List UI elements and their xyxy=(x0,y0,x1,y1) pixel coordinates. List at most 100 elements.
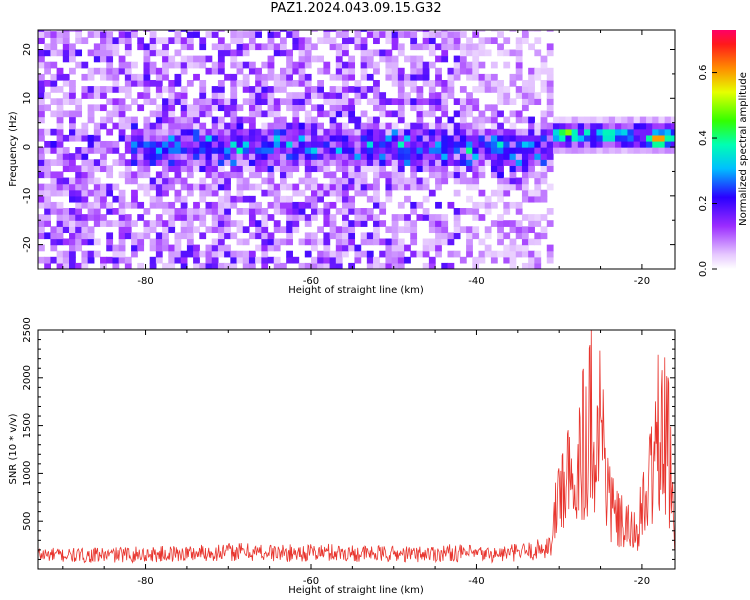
heatmap-cell xyxy=(211,116,219,124)
heatmap-cell xyxy=(304,43,312,51)
heatmap-cell xyxy=(459,49,467,57)
heatmap-cell xyxy=(404,92,411,99)
heatmap-cell xyxy=(93,128,101,136)
heatmap-cell xyxy=(131,61,138,69)
heatmap-cell xyxy=(422,262,430,269)
y-tick-label: 1500 xyxy=(22,413,33,438)
heatmap-cell xyxy=(528,220,535,227)
heatmap-cell xyxy=(62,30,70,32)
heatmap-cell xyxy=(540,122,548,130)
heatmap-cell xyxy=(255,104,262,112)
heatmap-cell xyxy=(546,79,554,87)
heatmap-cell xyxy=(441,128,449,136)
heatmap-cell xyxy=(646,116,653,124)
heatmap-cell xyxy=(168,110,176,118)
heatmap-cell xyxy=(540,116,548,124)
heatmap-cell xyxy=(490,171,498,179)
heatmap-cell xyxy=(577,128,585,136)
heatmap-cell xyxy=(217,86,225,93)
heatmap-cell xyxy=(459,147,467,154)
heatmap-cell xyxy=(199,55,207,63)
heatmap-cell xyxy=(75,214,83,221)
heatmap-cell xyxy=(540,159,548,166)
heatmap-cell xyxy=(348,116,356,124)
heatmap-cell xyxy=(366,30,374,32)
heatmap-cell xyxy=(397,165,405,173)
heatmap-cell xyxy=(459,128,467,136)
heatmap-cell xyxy=(329,122,337,130)
heatmap-cell xyxy=(118,220,126,227)
heatmap-cell xyxy=(143,226,151,234)
heatmap-cell xyxy=(75,208,83,215)
heatmap-cell xyxy=(106,98,114,105)
heatmap-cell xyxy=(199,250,207,258)
heatmap-cell xyxy=(428,140,436,148)
heatmap-cell xyxy=(546,147,554,154)
heatmap-cell xyxy=(180,86,188,93)
heatmap-cell xyxy=(230,110,238,118)
heatmap-cell xyxy=(428,238,436,246)
heatmap-cell xyxy=(484,104,492,112)
heatmap-cell xyxy=(180,43,188,51)
heatmap-cell xyxy=(112,73,120,81)
heatmap-cell xyxy=(174,189,182,197)
heatmap-cell xyxy=(298,122,306,130)
heatmap-cell xyxy=(317,208,324,215)
heatmap-cell xyxy=(373,165,380,173)
heatmap-cell xyxy=(267,189,275,197)
heatmap-cell xyxy=(168,134,176,142)
heatmap-cell xyxy=(230,122,238,130)
heatmap-cell xyxy=(255,67,262,75)
heatmap-cell xyxy=(93,201,101,209)
heatmap-cell xyxy=(416,214,424,221)
heatmap-cell xyxy=(484,49,492,57)
heatmap-cell xyxy=(255,201,262,209)
heatmap-cell xyxy=(186,43,194,51)
heatmap-cell xyxy=(633,134,641,142)
heatmap-cell xyxy=(490,30,498,32)
heatmap-cell xyxy=(509,171,517,179)
heatmap-cell xyxy=(50,140,58,148)
heatmap-cell xyxy=(87,92,95,99)
heatmap-cell xyxy=(385,262,393,269)
heatmap-cell xyxy=(267,183,275,191)
heatmap-cell xyxy=(410,37,418,45)
heatmap-cell xyxy=(81,238,89,246)
heatmap-cell xyxy=(44,31,51,38)
heatmap-cell xyxy=(267,55,275,63)
heatmap-cell xyxy=(112,262,120,269)
heatmap-cell xyxy=(124,140,132,148)
heatmap-cell xyxy=(112,67,120,75)
heatmap-cell xyxy=(38,159,45,166)
heatmap-cell xyxy=(416,61,424,69)
heatmap-cell xyxy=(317,122,324,130)
heatmap-cell xyxy=(422,208,430,215)
heatmap-cell xyxy=(248,92,256,99)
heatmap-cell xyxy=(124,116,132,124)
heatmap-cell xyxy=(441,55,449,63)
heatmap-cell xyxy=(224,177,231,185)
heatmap-cell xyxy=(335,98,343,105)
heatmap-cell xyxy=(497,86,504,93)
heatmap-cell xyxy=(546,165,554,173)
heatmap-cell xyxy=(428,79,436,87)
heatmap-cell xyxy=(633,140,641,148)
heatmap-cell xyxy=(596,116,604,124)
heatmap-cell xyxy=(286,220,293,227)
heatmap-cell xyxy=(224,232,231,240)
heatmap-cell xyxy=(404,153,411,160)
heatmap-cell xyxy=(391,122,399,130)
heatmap-cell xyxy=(490,73,498,81)
heatmap-cell xyxy=(472,214,480,221)
heatmap-cell xyxy=(279,79,287,87)
heatmap-cell xyxy=(577,140,585,148)
heatmap-cell xyxy=(124,171,132,179)
heatmap-cell xyxy=(38,147,45,154)
heatmap-cell xyxy=(81,177,89,185)
heatmap-cell xyxy=(385,195,393,203)
heatmap-cell xyxy=(528,195,535,203)
heatmap-cell xyxy=(75,165,83,173)
heatmap-cell xyxy=(304,92,312,99)
heatmap-cell xyxy=(379,140,387,148)
heatmap-cell xyxy=(540,232,548,240)
